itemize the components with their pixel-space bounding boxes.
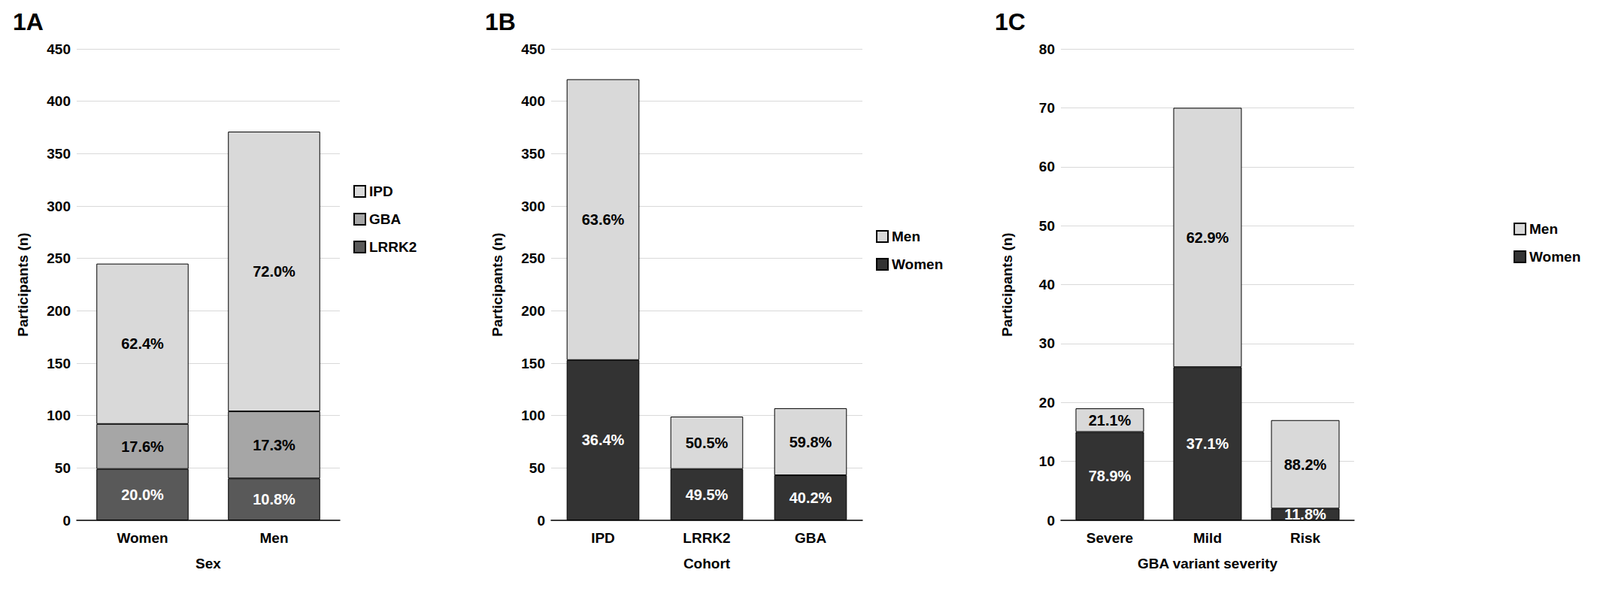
svg-text:450: 450 <box>46 41 71 58</box>
svg-text:1B: 1B <box>484 8 516 36</box>
svg-text:Mild: Mild <box>1193 530 1222 546</box>
svg-text:100: 100 <box>46 407 71 424</box>
svg-text:450: 450 <box>521 41 546 58</box>
svg-text:78.9%: 78.9% <box>1088 467 1132 485</box>
svg-text:400: 400 <box>521 93 546 110</box>
svg-text:IPD: IPD <box>369 183 394 200</box>
svg-text:17.6%: 17.6% <box>121 438 164 455</box>
svg-text:59.8%: 59.8% <box>789 433 833 451</box>
svg-text:Participants (n): Participants (n) <box>489 232 506 337</box>
svg-text:Participants (n): Participants (n) <box>999 232 1016 337</box>
svg-text:63.6%: 63.6% <box>581 211 625 228</box>
svg-text:350: 350 <box>46 145 71 162</box>
svg-text:10: 10 <box>1039 453 1055 470</box>
svg-text:21.1%: 21.1% <box>1088 412 1132 429</box>
svg-text:50: 50 <box>54 460 71 476</box>
svg-text:Risk: Risk <box>1290 530 1322 546</box>
svg-text:IPD: IPD <box>590 530 616 546</box>
svg-text:62.9%: 62.9% <box>1186 229 1230 246</box>
svg-text:50: 50 <box>529 460 546 476</box>
svg-text:Women: Women <box>1529 248 1581 265</box>
svg-text:30: 30 <box>1039 335 1055 352</box>
svg-text:17.3%: 17.3% <box>252 436 296 454</box>
svg-text:70: 70 <box>1039 100 1055 116</box>
svg-text:0: 0 <box>62 512 71 529</box>
svg-text:Men: Men <box>1529 221 1558 237</box>
svg-text:Men: Men <box>260 530 289 546</box>
svg-text:GBA: GBA <box>794 530 828 546</box>
svg-text:50.5%: 50.5% <box>685 434 729 452</box>
svg-text:1A: 1A <box>12 8 44 36</box>
svg-text:11.8%: 11.8% <box>1284 506 1327 523</box>
svg-text:62.4%: 62.4% <box>121 335 164 352</box>
svg-text:10.8%: 10.8% <box>252 490 296 508</box>
svg-text:250: 250 <box>521 250 546 267</box>
svg-text:350: 350 <box>521 145 546 162</box>
svg-text:150: 150 <box>46 355 71 372</box>
svg-text:Sex: Sex <box>195 555 222 572</box>
svg-text:20.0%: 20.0% <box>121 486 164 504</box>
svg-text:0: 0 <box>536 512 546 529</box>
svg-text:20: 20 <box>1039 394 1055 411</box>
svg-text:Women: Women <box>891 256 943 273</box>
svg-text:Women: Women <box>116 530 168 546</box>
svg-text:40: 40 <box>1039 276 1055 293</box>
svg-text:72.0%: 72.0% <box>252 263 296 280</box>
svg-text:49.5%: 49.5% <box>685 486 729 504</box>
svg-text:LRRK2: LRRK2 <box>369 239 417 255</box>
svg-text:GBA variant severity: GBA variant severity <box>1137 555 1279 572</box>
svg-text:Men: Men <box>891 228 921 245</box>
svg-text:200: 200 <box>521 303 546 319</box>
svg-text:0: 0 <box>1046 512 1055 529</box>
svg-text:GBA: GBA <box>369 211 402 228</box>
svg-text:LRRK2: LRRK2 <box>682 530 731 546</box>
svg-text:250: 250 <box>46 250 71 267</box>
svg-text:200: 200 <box>46 303 71 319</box>
svg-text:400: 400 <box>46 93 71 110</box>
svg-text:60: 60 <box>1039 158 1055 175</box>
svg-text:80: 80 <box>1039 41 1055 58</box>
svg-text:Cohort: Cohort <box>683 555 731 572</box>
svg-text:88.2%: 88.2% <box>1284 456 1328 473</box>
svg-text:Participants (n): Participants (n) <box>15 232 31 337</box>
svg-text:300: 300 <box>521 198 546 215</box>
svg-text:1C: 1C <box>994 8 1026 36</box>
svg-text:100: 100 <box>521 407 546 424</box>
svg-text:37.1%: 37.1% <box>1186 435 1230 452</box>
svg-text:300: 300 <box>46 198 71 215</box>
svg-text:Severe: Severe <box>1086 530 1134 546</box>
svg-text:36.4%: 36.4% <box>581 431 625 449</box>
svg-text:40.2%: 40.2% <box>789 489 833 507</box>
svg-text:150: 150 <box>521 355 546 372</box>
svg-text:50: 50 <box>1039 218 1055 234</box>
